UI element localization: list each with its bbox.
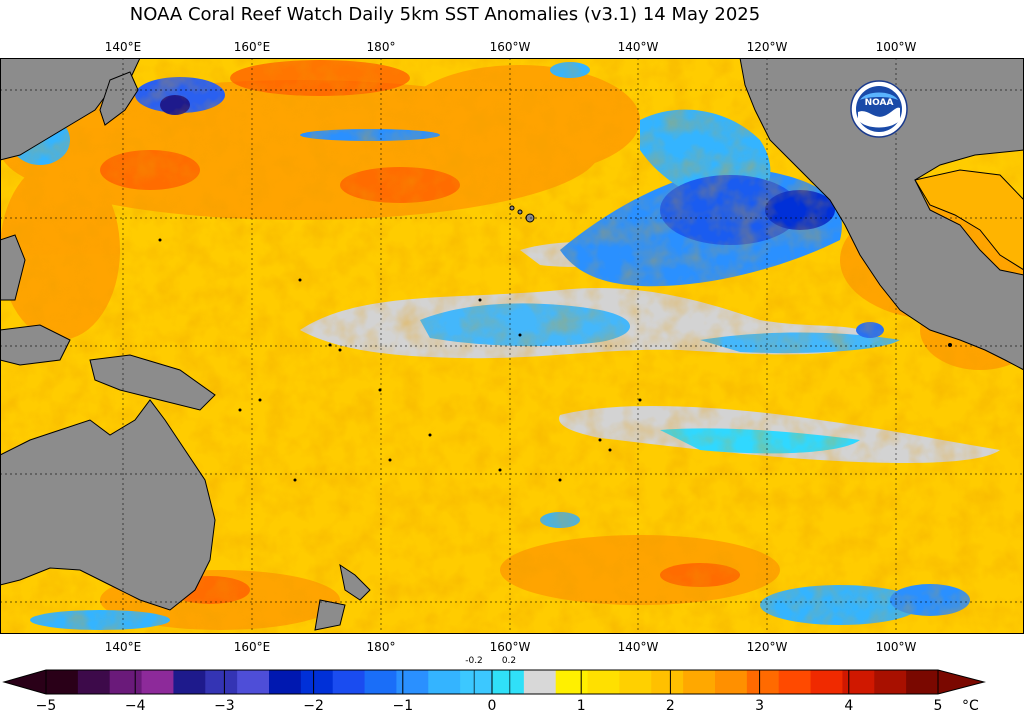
pacific-islands <box>158 238 952 482</box>
colorbar-cell <box>269 670 302 694</box>
colorbar-cell <box>778 670 812 694</box>
colorbar-cell <box>715 670 748 694</box>
colorbar-cell <box>428 670 461 694</box>
graticule <box>0 58 1024 634</box>
bottom-lon-label-180: 180° <box>366 640 396 654</box>
noaa-logo: NOAA <box>850 80 908 138</box>
land-new-guinea <box>89 354 216 411</box>
land-new-zealand <box>339 563 371 601</box>
colorbar-cell <box>906 670 939 694</box>
colorbar-tick-label: 4 <box>844 698 854 714</box>
colorbar-tick-label: 5 <box>933 698 943 714</box>
colorbar-tick-label: 0 <box>487 698 497 714</box>
land-masses <box>0 58 1024 631</box>
bottom-lon-label-160w: 160°W <box>489 640 531 654</box>
colorbar-cell <box>300 670 334 694</box>
top-lon-label-180: 180° <box>366 40 396 54</box>
colorbar-label-pos-0-2: 0.2 <box>501 656 517 666</box>
colorbar-max-extend <box>938 670 984 694</box>
top-lon-label-160w: 160°W <box>489 40 531 54</box>
colorbar-tick-label: −5 <box>35 698 57 714</box>
colorbar-cell <box>46 670 79 694</box>
colorbar-tick-label: −2 <box>303 698 324 714</box>
land-australia <box>0 399 216 611</box>
colorbar-cell <box>555 670 589 694</box>
colorbar-ticks <box>45 670 939 694</box>
top-lon-label-160e: 160°E <box>233 40 271 54</box>
colorbar-cell <box>587 670 620 694</box>
noaa-logo-text: NOAA <box>865 98 894 108</box>
map-title: NOAA Coral Reef Watch Daily 5km SST Anom… <box>129 4 761 25</box>
colorbar-min-extend <box>4 670 46 694</box>
colorbar-label-neg-0-2: -0.2 <box>465 656 483 666</box>
colorbar-cell <box>205 670 238 694</box>
land-asia <box>0 58 141 161</box>
colorbar-cell <box>173 670 206 694</box>
top-lon-label-120w: 120°W <box>746 40 788 54</box>
colorbar-cell <box>810 670 843 694</box>
colorbar-cell <box>746 670 780 694</box>
land-philippines <box>0 234 26 301</box>
colorbar-tick-label: −3 <box>214 698 235 714</box>
top-lon-label-140w: 140°W <box>617 40 659 54</box>
colorbar-tick-label: −4 <box>124 698 146 714</box>
colorbar-tick-label: 2 <box>665 698 675 714</box>
colorbar-cell <box>237 670 270 694</box>
bottom-lon-label-140e: 140°E <box>104 640 142 654</box>
land-north-america <box>739 58 1024 371</box>
colorbar-cell <box>396 670 429 694</box>
land-indonesia <box>0 324 71 366</box>
colorbar-cell <box>364 670 397 694</box>
colorbar-cell <box>651 670 684 694</box>
colorbar-cells <box>2 669 986 695</box>
colorbar-cell <box>109 670 143 694</box>
colorbar-cell <box>842 670 875 694</box>
colorbar-cell <box>332 670 366 694</box>
colorbar-tick-label: −1 <box>392 698 414 714</box>
land-japan <box>99 71 139 126</box>
bottom-lon-label-100w: 100°W <box>875 640 917 654</box>
colorbar-cell <box>492 670 525 694</box>
top-lon-label-100w: 100°W <box>875 40 917 54</box>
sst-anomaly-map <box>0 58 1024 634</box>
colorbar-cell <box>141 670 174 694</box>
colorbar-cell <box>460 670 493 694</box>
colorbar-cell <box>619 670 652 694</box>
bottom-lon-label-140w: 140°W <box>617 640 659 654</box>
bottom-lon-label-120w: 120°W <box>746 640 788 654</box>
colorbar <box>2 669 986 695</box>
colorbar-cell <box>683 670 716 694</box>
colorbar-cell <box>874 670 907 694</box>
colorbar-tick-label: 3 <box>755 698 765 714</box>
colorbar-cell <box>523 670 557 694</box>
gulf-of-mexico <box>914 169 1024 271</box>
land-new-zealand-south <box>314 599 346 631</box>
colorbar-unit: °C <box>962 698 979 714</box>
colorbar-cell <box>77 670 111 694</box>
colorbar-tick-label: 1 <box>576 698 586 714</box>
bottom-lon-label-160e: 160°E <box>233 640 271 654</box>
top-lon-label-140e: 140°E <box>104 40 142 54</box>
